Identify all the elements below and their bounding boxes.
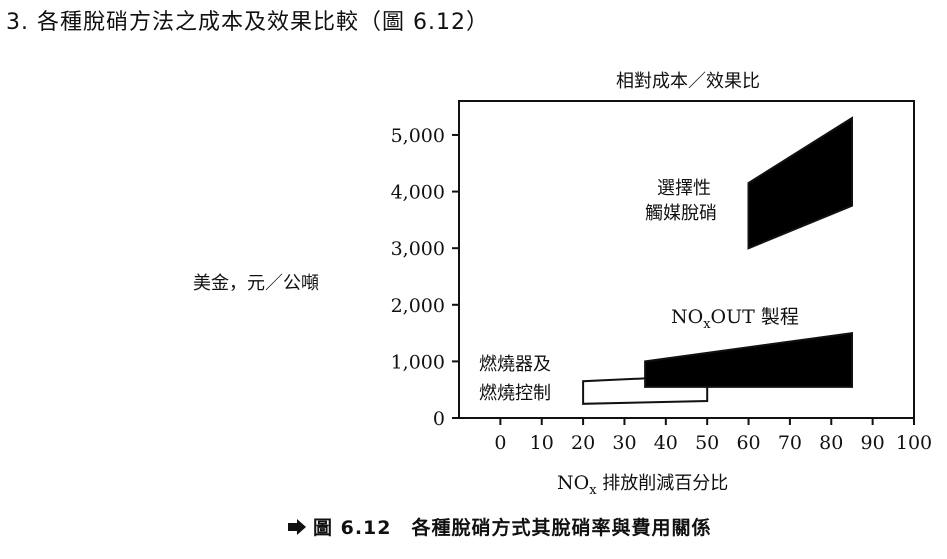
x-tick-label: 40 (654, 432, 678, 454)
series-region-2 (747, 116, 853, 250)
x-tick-label: 30 (612, 432, 636, 454)
series-label-scr-line2: 觸媒脫硝 (645, 203, 717, 224)
x-tick-label: 0 (494, 432, 506, 454)
series-label-burner-line1: 燃燒器及 (479, 354, 551, 375)
chart-title: 相對成本／效果比 (616, 71, 760, 92)
x-tick-label: 70 (778, 432, 802, 454)
series-region-1 (644, 331, 853, 388)
x-tick-label: 80 (819, 432, 843, 454)
x-tick-label: 10 (530, 432, 554, 454)
section-heading: 3. 各種脫硝方法之成本及效果比較（圖 6.12） (6, 10, 489, 35)
series-layer (582, 116, 853, 405)
cost-effect-chart: 相對成本／效果比 0 1,000 2,000 3,000 4,000 5,000 0 10 2… (193, 71, 932, 498)
y-tick-label: 5,000 (391, 125, 445, 147)
series-label-burner-line2: 燃燒控制 (479, 383, 551, 404)
y-tick-label: 1,000 (391, 351, 445, 373)
y-tick-label: 3,000 (391, 238, 445, 260)
series-label-scr-line1: 選擇性 (657, 178, 711, 199)
y-axis-label: 美金，元／公噸 (193, 273, 319, 294)
x-axis-ticks: 0 10 20 30 40 50 60 70 80 90 100 (494, 418, 932, 454)
caption-text: 圖 6.12 各種脫硝方式其脫硝率與費用關係 (313, 517, 712, 539)
x-tick-label: 20 (571, 432, 595, 454)
x-tick-label: 60 (736, 432, 760, 454)
x-axis-label: NOx 排放削減百分比 (557, 472, 728, 498)
series-label-noxout: NOxOUT 製程 (671, 306, 799, 332)
y-axis-ticks: 0 1,000 2,000 3,000 4,000 5,000 (391, 125, 459, 430)
figure-caption: 圖 6.12 各種脫硝方式其脫硝率與費用關係 (287, 513, 712, 540)
y-tick-label: 2,000 (391, 295, 445, 317)
right-arrow-icon (288, 519, 306, 535)
y-tick-label: 0 (433, 408, 445, 430)
x-tick-label: 100 (896, 432, 932, 454)
x-tick-label: 90 (861, 432, 885, 454)
plot-frame (458, 100, 915, 419)
x-tick-label: 50 (695, 432, 719, 454)
y-tick-label: 4,000 (391, 182, 445, 204)
